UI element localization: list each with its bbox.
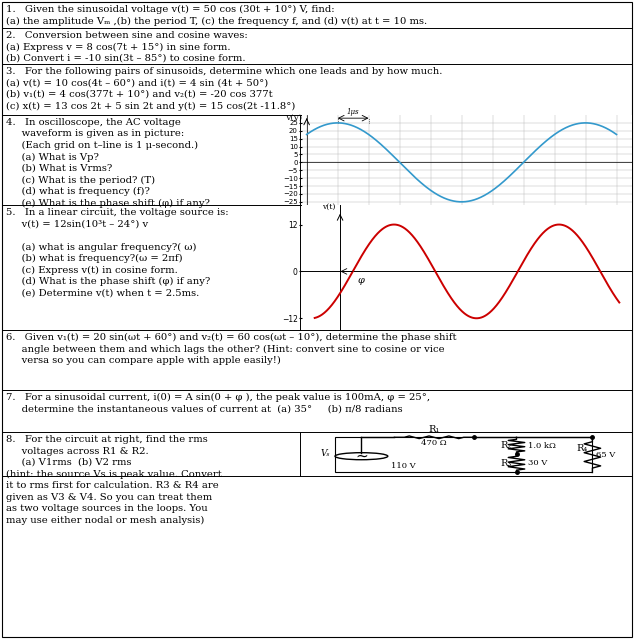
Text: R₃: R₃ xyxy=(500,459,512,468)
Text: φ: φ xyxy=(358,276,365,285)
Text: voltages across R1 & R2.: voltages across R1 & R2. xyxy=(6,447,148,456)
Text: (b) Convert i = -10 sin(3t – 85°) to cosine form.: (b) Convert i = -10 sin(3t – 85°) to cos… xyxy=(6,54,245,63)
Text: (a) v(t) = 10 cos(4t – 60°) and i(t) = 4 sin (4t + 50°): (a) v(t) = 10 cos(4t – 60°) and i(t) = 4… xyxy=(6,79,268,88)
Text: 30 V: 30 V xyxy=(528,459,547,467)
Text: (b) What is Vrms?: (b) What is Vrms? xyxy=(6,164,112,173)
Text: v(t) = 12sin(10³t – 24°) v: v(t) = 12sin(10³t – 24°) v xyxy=(6,220,148,229)
Text: 1.   Given the sinusoidal voltage v(t) = 50 cos (30t + 10°) V, find:: 1. Given the sinusoidal voltage v(t) = 5… xyxy=(6,5,335,14)
Text: 1.0 kΩ: 1.0 kΩ xyxy=(528,442,556,450)
Text: (e) Determine v(t) when t = 2.5ms.: (e) Determine v(t) when t = 2.5ms. xyxy=(6,288,199,298)
Text: Vₛ: Vₛ xyxy=(321,449,330,458)
Text: 470 Ω: 470 Ω xyxy=(421,440,447,447)
Text: (a) Express v = 8 cos(7t + 15°) in sine form.: (a) Express v = 8 cos(7t + 15°) in sine … xyxy=(6,43,231,52)
Text: R₁: R₁ xyxy=(429,425,439,434)
Text: 110 V: 110 V xyxy=(391,462,416,470)
Text: angle between them and which lags the other? (Hint: convert sine to cosine or vi: angle between them and which lags the ot… xyxy=(6,344,444,353)
Text: it to rms first for calculation. R3 & R4 are: it to rms first for calculation. R3 & R4… xyxy=(6,481,219,490)
Text: 1μs: 1μs xyxy=(347,108,359,116)
Text: (c) What is the period? (T): (c) What is the period? (T) xyxy=(6,176,155,185)
Text: (a) What is Vp?: (a) What is Vp? xyxy=(6,153,99,162)
Text: versa so you can compare apple with apple easily!): versa so you can compare apple with appl… xyxy=(6,356,281,365)
Text: (hint: the source Vs is peak value. Convert: (hint: the source Vs is peak value. Conv… xyxy=(6,470,222,479)
Text: 3.   For the following pairs of sinusoids, determine which one leads and by how : 3. For the following pairs of sinusoids,… xyxy=(6,67,443,76)
Text: 5.   In a linear circuit, the voltage source is:: 5. In a linear circuit, the voltage sour… xyxy=(6,208,229,217)
Text: may use either nodal or mesh analysis): may use either nodal or mesh analysis) xyxy=(6,516,204,525)
Text: determine the instantaneous values of current at  (a) 35°     (b) π/8 radians: determine the instantaneous values of cu… xyxy=(6,404,403,413)
Text: 8.   For the circuit at right, find the rms: 8. For the circuit at right, find the rm… xyxy=(6,435,208,444)
Text: (Each grid on t–line is 1 μ-second.): (Each grid on t–line is 1 μ-second.) xyxy=(6,141,198,150)
Text: (a) what is angular frequency?( ω): (a) what is angular frequency?( ω) xyxy=(6,242,197,252)
Text: ~: ~ xyxy=(355,449,368,464)
Text: (d) what is frequency (f)?: (d) what is frequency (f)? xyxy=(6,187,150,196)
Bar xyxy=(335,437,592,472)
Text: as two voltage sources in the loops. You: as two voltage sources in the loops. You xyxy=(6,504,208,513)
Text: (e) What is the phase shift (φ) if any?: (e) What is the phase shift (φ) if any? xyxy=(6,199,210,208)
Text: (b) v₁(t) = 4 cos(377t + 10°) and v₂(t) = -20 cos 377t: (b) v₁(t) = 4 cos(377t + 10°) and v₂(t) … xyxy=(6,90,273,99)
Text: V(V): V(V) xyxy=(285,113,302,121)
Text: waveform is given as in picture:: waveform is given as in picture: xyxy=(6,130,184,139)
Text: given as V3 & V4. So you can treat them: given as V3 & V4. So you can treat them xyxy=(6,493,212,502)
Text: (c) x(t) = 13 cos 2t + 5 sin 2t and y(t) = 15 cos(2t -11.8°): (c) x(t) = 13 cos 2t + 5 sin 2t and y(t)… xyxy=(6,102,295,111)
Text: (d) What is the phase shift (φ) if any?: (d) What is the phase shift (φ) if any? xyxy=(6,277,210,286)
Text: R₄: R₄ xyxy=(576,443,588,453)
Text: 6.   Given v₁(t) = 20 sin(ωt + 60°) and v₂(t) = 60 cos(ωt – 10°), determine the : 6. Given v₁(t) = 20 sin(ωt + 60°) and v₂… xyxy=(6,333,456,342)
Text: v(t): v(t) xyxy=(321,203,335,211)
Text: 65 V: 65 V xyxy=(596,451,615,459)
Text: (b) what is frequency?(ω = 2πf): (b) what is frequency?(ω = 2πf) xyxy=(6,254,183,263)
Text: R₂: R₂ xyxy=(500,441,512,450)
Text: (c) Express v(t) in cosine form.: (c) Express v(t) in cosine form. xyxy=(6,265,178,275)
Text: (a) the amplitude Vₘ ,(b) the period T, (c) the frequency f, and (d) v(t) at t =: (a) the amplitude Vₘ ,(b) the period T, … xyxy=(6,17,427,26)
Text: 7.   For a sinusoidal current, i(0) = A sin(0 + φ ), the peak value is 100mA, φ : 7. For a sinusoidal current, i(0) = A si… xyxy=(6,393,430,402)
Text: (a) V1rms  (b) V2 rms: (a) V1rms (b) V2 rms xyxy=(6,458,131,467)
Text: 4.   In oscilloscope, the AC voltage: 4. In oscilloscope, the AC voltage xyxy=(6,118,181,127)
Text: 2.   Conversion between sine and cosine waves:: 2. Conversion between sine and cosine wa… xyxy=(6,31,248,40)
